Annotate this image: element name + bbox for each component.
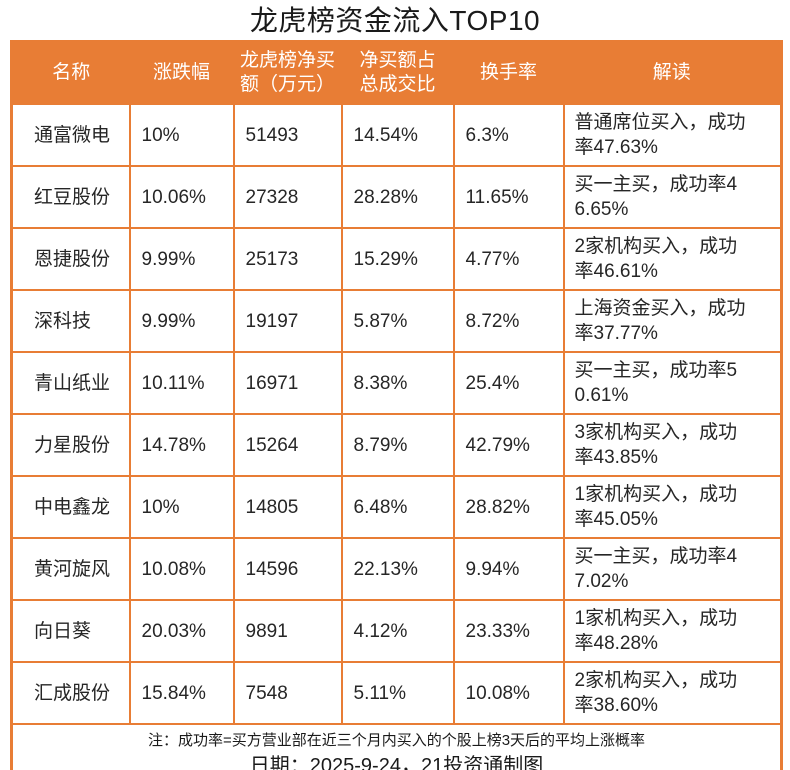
footer-date: 日期：2025-9-24，21投资通制图 — [249, 755, 544, 770]
table-row: 青山纸业 10.11% 16971 8.38% 25.4% 买一主买，成功率5 … — [10, 351, 783, 415]
cell-change-percent: 9.99% — [128, 289, 235, 353]
cell-change-percent: 14.78% — [128, 413, 235, 477]
cell-net-buy-ratio: 6.48% — [340, 475, 455, 539]
cell-net-buy: 7548 — [232, 661, 343, 725]
cell-net-buy-ratio: 4.12% — [340, 599, 455, 663]
cell-net-buy: 14805 — [232, 475, 343, 539]
cell-interpretation: 1家机构买入，成功 率45.05% — [562, 475, 783, 539]
cell-turnover: 11.65% — [452, 165, 565, 229]
column-header-interpretation: 解读 — [563, 41, 782, 104]
table-row: 力星股份 14.78% 15264 8.79% 42.79% 3家机构买入，成功… — [10, 413, 783, 477]
cell-stock-name: 力星股份 — [10, 413, 131, 477]
column-header-net-buy-ratio: 净买额占 总成交比 — [341, 41, 454, 104]
cell-stock-name: 通富微电 — [10, 103, 131, 167]
table-row: 中电鑫龙 10% 14805 6.48% 28.82% 1家机构买入，成功 率4… — [10, 475, 783, 539]
cell-interpretation: 1家机构买入，成功 率48.28% — [562, 599, 783, 663]
cell-net-buy: 15264 — [232, 413, 343, 477]
cell-stock-name: 青山纸业 — [10, 351, 131, 415]
cell-change-percent: 10.06% — [128, 165, 235, 229]
column-header-turnover: 换手率 — [453, 41, 564, 104]
cell-net-buy: 9891 — [232, 599, 343, 663]
cell-net-buy: 14596 — [232, 537, 343, 601]
cell-change-percent: 9.99% — [128, 227, 235, 291]
cell-turnover: 6.3% — [452, 103, 565, 167]
cell-change-percent: 10.11% — [128, 351, 235, 415]
cell-change-percent: 10.08% — [128, 537, 235, 601]
header-row: 名称 涨跌幅 龙虎榜净买 额（万元） 净买额占 总成交比 换手率 解读 — [11, 41, 782, 104]
cell-net-buy-ratio: 28.28% — [340, 165, 455, 229]
cell-turnover: 28.82% — [452, 475, 565, 539]
table-header: 名称 涨跌幅 龙虎榜净买 额（万元） 净买额占 总成交比 换手率 解读 — [11, 41, 782, 104]
cell-turnover: 23.33% — [452, 599, 565, 663]
cell-net-buy-ratio: 14.54% — [340, 103, 455, 167]
table-footer: 注：成功率=买方营业部在近三个月内买入的个股上榜3天后的平均上涨概率 日期：20… — [11, 723, 782, 770]
cell-turnover: 4.77% — [452, 227, 565, 291]
cell-change-percent: 10% — [128, 103, 235, 167]
cell-net-buy-ratio: 5.11% — [340, 661, 455, 725]
cell-net-buy-ratio: 5.87% — [340, 289, 455, 353]
cell-stock-name: 红豆股份 — [10, 165, 131, 229]
top10-table: 名称 涨跌幅 龙虎榜净买 额（万元） 净买额占 总成交比 换手率 解读 通富微电… — [10, 40, 783, 770]
cell-interpretation: 普通席位买入，成功 率47.63% — [562, 103, 783, 167]
cell-interpretation: 2家机构买入，成功 率38.60% — [562, 661, 783, 725]
cell-stock-name: 深科技 — [10, 289, 131, 353]
cell-interpretation: 3家机构买入，成功 率43.85% — [562, 413, 783, 477]
table-row: 红豆股份 10.06% 27328 28.28% 11.65% 买一主买，成功率… — [10, 165, 783, 229]
cell-net-buy: 27328 — [232, 165, 343, 229]
cell-interpretation: 上海资金买入，成功 率37.77% — [562, 289, 783, 353]
cell-stock-name: 黄河旋风 — [10, 537, 131, 601]
table-row: 深科技 9.99% 19197 5.87% 8.72% 上海资金买入，成功 率3… — [10, 289, 783, 353]
cell-turnover: 8.72% — [452, 289, 565, 353]
table-body: 通富微电 10% 51493 14.54% 6.3% 普通席位买入，成功 率47… — [10, 103, 783, 725]
column-header-name: 名称 — [11, 41, 130, 104]
cell-net-buy-ratio: 15.29% — [340, 227, 455, 291]
cell-interpretation: 买一主买，成功率5 0.61% — [562, 351, 783, 415]
table-row: 汇成股份 15.84% 7548 5.11% 10.08% 2家机构买入，成功 … — [10, 661, 783, 725]
cell-stock-name: 中电鑫龙 — [10, 475, 131, 539]
table-row: 恩捷股份 9.99% 25173 15.29% 4.77% 2家机构买入，成功 … — [10, 227, 783, 291]
cell-turnover: 9.94% — [452, 537, 565, 601]
cell-interpretation: 2家机构买入，成功 率46.61% — [562, 227, 783, 291]
footer-row: 注：成功率=买方营业部在近三个月内买入的个股上榜3天后的平均上涨概率 日期：20… — [11, 723, 782, 770]
cell-stock-name: 恩捷股份 — [10, 227, 131, 291]
page-title: 龙虎榜资金流入TOP10 — [249, 5, 541, 36]
cell-stock-name: 汇成股份 — [10, 661, 131, 725]
cell-change-percent: 20.03% — [128, 599, 235, 663]
column-header-change-percent: 涨跌幅 — [129, 41, 234, 104]
cell-turnover: 42.79% — [452, 413, 565, 477]
table-row: 黄河旋风 10.08% 14596 22.13% 9.94% 买一主买，成功率4… — [10, 537, 783, 601]
footer-note: 注：成功率=买方营业部在近三个月内买入的个股上榜3天后的平均上涨概率 — [147, 732, 646, 749]
cell-turnover: 25.4% — [452, 351, 565, 415]
cell-net-buy-ratio: 22.13% — [340, 537, 455, 601]
cell-net-buy: 25173 — [232, 227, 343, 291]
table-row: 通富微电 10% 51493 14.54% 6.3% 普通席位买入，成功 率47… — [10, 103, 783, 167]
cell-net-buy-ratio: 8.38% — [340, 351, 455, 415]
cell-stock-name: 向日葵 — [10, 599, 131, 663]
table-row: 向日葵 20.03% 9891 4.12% 23.33% 1家机构买入，成功 率… — [10, 599, 783, 663]
cell-net-buy: 19197 — [232, 289, 343, 353]
column-header-net-buy: 龙虎榜净买 额（万元） — [233, 41, 342, 104]
cell-interpretation: 买一主买，成功率4 6.65% — [562, 165, 783, 229]
cell-interpretation: 买一主买，成功率4 7.02% — [562, 537, 783, 601]
cell-change-percent: 15.84% — [128, 661, 235, 725]
cell-turnover: 10.08% — [452, 661, 565, 725]
cell-net-buy-ratio: 8.79% — [340, 413, 455, 477]
cell-net-buy: 16971 — [232, 351, 343, 415]
cell-net-buy: 51493 — [232, 103, 343, 167]
cell-change-percent: 10% — [128, 475, 235, 539]
